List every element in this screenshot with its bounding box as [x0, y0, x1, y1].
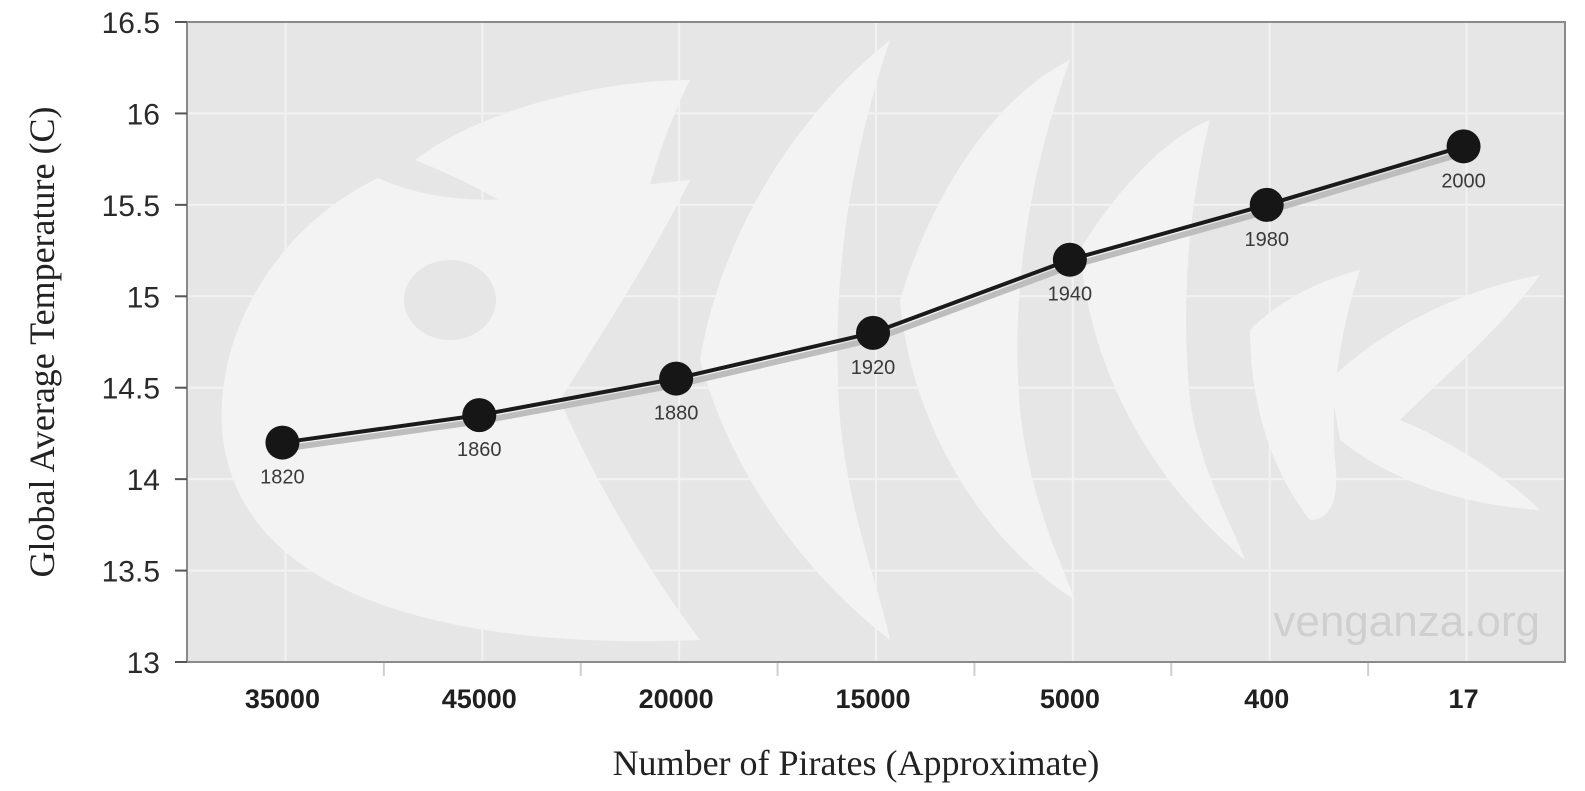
x-tick-label: 400 — [1244, 684, 1289, 714]
data-point — [659, 361, 694, 396]
y-tick-label: 14 — [127, 464, 160, 497]
y-axis-title: Global Average Temperature (C) — [22, 107, 62, 578]
data-point — [856, 315, 890, 350]
data-point-label: 1860 — [457, 439, 502, 461]
y-axis-ticks: 13 13.5 14 14.5 15 15.5 16 16.5 — [102, 7, 187, 680]
data-point — [265, 425, 300, 460]
watermark-text: venganza.org — [1273, 597, 1540, 646]
fish-rib-shape — [1250, 270, 1360, 520]
data-point — [1249, 187, 1284, 222]
y-tick-label: 16 — [127, 98, 160, 131]
y-tick-label: 14.5 — [102, 373, 160, 406]
y-tick-label: 13.5 — [102, 556, 160, 589]
data-point-label: 1880 — [654, 403, 699, 425]
x-tick-label: 17 — [1449, 684, 1479, 714]
x-tick-label: 5000 — [1040, 684, 1100, 714]
x-tick-label: 35000 — [245, 684, 320, 714]
x-axis-ticks: 35000 45000 20000 15000 5000 400 17 — [245, 684, 1479, 714]
data-point — [1052, 242, 1087, 277]
y-tick-label: 15.5 — [102, 190, 160, 223]
data-point — [1446, 129, 1481, 164]
data-point-label: 1920 — [851, 357, 896, 379]
fish-rib-shape — [700, 40, 890, 640]
data-point-label: 1980 — [1244, 229, 1289, 251]
y-tick-label: 16.5 — [102, 7, 160, 40]
plot-frame — [186, 21, 1566, 663]
data-point-label: 1820 — [260, 467, 305, 489]
fish-rib-shape — [1080, 120, 1245, 560]
fish-skeleton-background — [221, 40, 1540, 642]
fish-eye-shape — [404, 260, 496, 340]
y-tick-label: 15 — [127, 281, 160, 314]
data-point — [462, 398, 497, 433]
data-point-label: 1940 — [1048, 284, 1093, 306]
fish-tail-shape — [1330, 275, 1540, 510]
x-tick-label: 15000 — [835, 684, 910, 714]
x-tick-label: 45000 — [442, 684, 517, 714]
series-line: 1820 1860 1880 1920 1940 1980 2000 — [260, 129, 1486, 489]
x-axis-title: Number of Pirates (Approximate) — [613, 743, 1100, 783]
y-tick-label: 13 — [127, 647, 160, 680]
x-tick-label: 20000 — [639, 684, 714, 714]
fish-fin-shape — [415, 80, 690, 300]
fish-head-shape — [221, 178, 701, 642]
fish-rib-shape — [900, 60, 1075, 600]
data-point-label: 2000 — [1441, 170, 1486, 192]
